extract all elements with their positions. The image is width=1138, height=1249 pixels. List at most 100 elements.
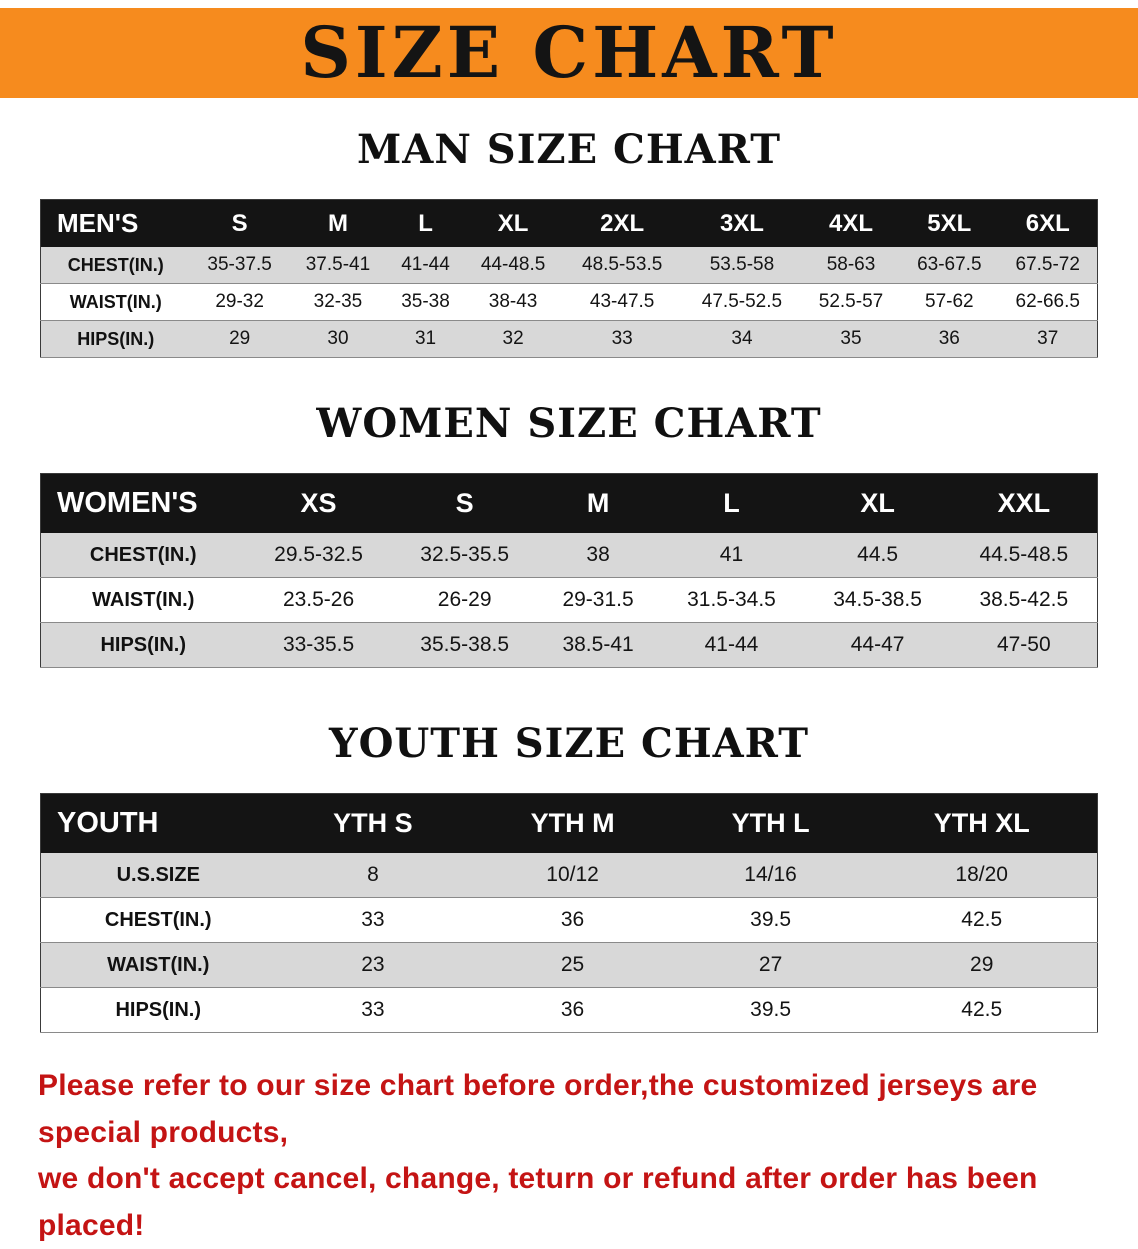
size-header-cell: XS bbox=[245, 473, 392, 533]
value-cell: 57-62 bbox=[925, 291, 974, 312]
size-header-cell: XXL bbox=[950, 473, 1098, 533]
size-header-cell: S bbox=[391, 473, 538, 533]
value-cell: 47-50 bbox=[996, 633, 1051, 656]
size-header-cell: 4XL bbox=[801, 199, 901, 247]
women-size-table: WOMEN'S XS S M L XL XXL CHEST(IN.) 29.5-32.5 32.5… bbox=[40, 473, 1098, 668]
men-size-section: MAN SIZE CHART MEN'S S M L XL 2XL 3XL 4XL 5XL 6XL… bbox=[0, 126, 1138, 358]
table-title-cell: MEN'S bbox=[40, 199, 191, 247]
value-cell: 35-38 bbox=[401, 291, 450, 312]
value-cell: 34 bbox=[731, 328, 753, 349]
table-row: HIPS(IN.) 33-35.5 35.5-38.5 38.5-41 41-44 44-… bbox=[40, 622, 1098, 668]
value-cell: 58-63 bbox=[826, 254, 876, 275]
row-label-cell: CHEST(IN.) bbox=[89, 543, 197, 566]
table-row: CHEST(IN.) 33 36 39.5 42.5 bbox=[40, 897, 1098, 943]
row-label-cell: HIPS(IN.) bbox=[100, 633, 187, 656]
table-row: HIPS(IN.) 33 36 39.5 42.5 bbox=[40, 987, 1098, 1033]
value-cell: 32.5-35.5 bbox=[420, 543, 510, 566]
value-cell: 35.5-38.5 bbox=[420, 633, 510, 656]
row-label-cell: HIPS(IN.) bbox=[77, 328, 155, 349]
value-cell: 35-37.5 bbox=[207, 254, 272, 275]
value-cell: 38.5-41 bbox=[562, 633, 634, 656]
row-label-cell: CHEST(IN.) bbox=[104, 908, 212, 931]
table-row: WAIST(IN.) 29-32 32-35 35-38 38-43 43-47.5 47.… bbox=[40, 283, 1098, 321]
value-cell: 23 bbox=[361, 953, 385, 976]
value-cell: 41-44 bbox=[704, 633, 759, 656]
value-cell: 10/12 bbox=[546, 863, 599, 886]
table-row: CHEST(IN.) 35-37.5 37.5-41 41-44 44-48.5 48.5… bbox=[40, 247, 1098, 284]
value-cell: 33 bbox=[361, 908, 385, 931]
value-cell: 36 bbox=[938, 328, 960, 349]
value-cell: 37 bbox=[1037, 328, 1059, 349]
value-cell: 30 bbox=[327, 328, 349, 349]
value-cell: 29.5-32.5 bbox=[274, 543, 363, 566]
value-cell: 44.5-48.5 bbox=[979, 543, 1069, 566]
value-cell: 48.5-53.5 bbox=[582, 254, 663, 275]
value-cell: 52.5-57 bbox=[818, 291, 884, 312]
value-cell: 47.5-52.5 bbox=[701, 291, 783, 312]
value-cell: 31 bbox=[414, 328, 437, 349]
value-cell: 29 bbox=[970, 953, 994, 976]
row-label-cell: HIPS(IN.) bbox=[115, 998, 202, 1021]
banner: SIZE CHART bbox=[0, 8, 1138, 98]
women-section-heading: WOMEN SIZE CHART bbox=[316, 400, 822, 447]
value-cell: 38 bbox=[586, 543, 610, 566]
value-cell: 29 bbox=[229, 328, 251, 349]
value-cell: 29-31.5 bbox=[562, 588, 634, 611]
table-row: CHEST(IN.) 29.5-32.5 32.5-35.5 38 41 44.5 44.5… bbox=[40, 533, 1098, 578]
value-cell: 27 bbox=[758, 953, 783, 976]
value-cell: 37.5-41 bbox=[305, 254, 371, 275]
size-header-cell: 3XL bbox=[682, 199, 802, 247]
page-title: SIZE CHART bbox=[300, 11, 838, 94]
men-section-heading: MAN SIZE CHART bbox=[357, 126, 781, 173]
value-cell: 32-35 bbox=[313, 291, 363, 312]
disclaimer: Please refer to our size chart before or… bbox=[38, 1063, 1100, 1249]
value-cell: 31.5-34.5 bbox=[687, 588, 776, 611]
value-cell: 39.5 bbox=[750, 998, 792, 1021]
value-cell: 35 bbox=[840, 328, 862, 349]
table-row: U.S.SIZE 8 10/12 14/16 18/20 bbox=[40, 853, 1098, 898]
table-header-row: WOMEN'S XS S M L XL XXL bbox=[40, 473, 1098, 533]
table-row: WAIST(IN.) 23 25 27 29 bbox=[40, 942, 1098, 988]
size-header-cell: M bbox=[537, 473, 659, 533]
value-cell: 41 bbox=[719, 543, 744, 566]
row-label-cell: WAIST(IN.) bbox=[92, 588, 195, 611]
women-size-section: WOMEN SIZE CHART WOMEN'S XS S M L XL XXL CHEST(… bbox=[0, 400, 1138, 668]
value-cell: 63-67.5 bbox=[917, 254, 982, 275]
value-cell: 36 bbox=[560, 908, 585, 931]
size-header-cell: XL bbox=[463, 199, 563, 247]
value-cell: 18/20 bbox=[955, 863, 1008, 886]
youth-size-table: YOUTH YTH S YTH M YTH L YTH XL U.S.SIZE 8 10/12… bbox=[40, 793, 1098, 1033]
value-cell: 38-43 bbox=[488, 291, 538, 312]
value-cell: 41-44 bbox=[401, 254, 450, 275]
size-header-cell: YTH XL bbox=[866, 793, 1098, 853]
size-header-cell: XL bbox=[804, 473, 951, 533]
value-cell: 44.5 bbox=[857, 543, 899, 566]
value-cell: 42.5 bbox=[961, 908, 1003, 931]
value-cell: 25 bbox=[560, 953, 585, 976]
value-cell: 33-35.5 bbox=[282, 633, 355, 656]
value-cell: 67.5-72 bbox=[1015, 254, 1080, 275]
value-cell: 33 bbox=[361, 998, 385, 1021]
value-cell: 33 bbox=[611, 328, 633, 349]
row-label-cell: U.S.SIZE bbox=[116, 863, 200, 886]
table-title-cell: YOUTH bbox=[40, 793, 276, 853]
size-header-cell: L bbox=[387, 199, 464, 247]
value-cell: 14/16 bbox=[744, 863, 797, 886]
size-header-cell: L bbox=[658, 473, 805, 533]
value-cell: 44-47 bbox=[850, 633, 905, 656]
value-cell: 23.5-26 bbox=[282, 588, 355, 611]
value-cell: 8 bbox=[367, 863, 379, 886]
table-row: HIPS(IN.) 29 30 31 32 33 34 35 36 37 bbox=[40, 320, 1098, 358]
value-cell: 34.5-38.5 bbox=[833, 588, 922, 611]
disclaimer-line-2: we don't accept cancel, change, teturn o… bbox=[38, 1162, 1038, 1242]
size-header-cell: S bbox=[190, 199, 289, 247]
size-header-cell: M bbox=[288, 199, 388, 247]
youth-size-section: YOUTH SIZE CHART YOUTH YTH S YTH M YTH L YTH… bbox=[0, 720, 1138, 1033]
size-header-cell: 6XL bbox=[998, 199, 1098, 247]
row-label-cell: WAIST(IN.) bbox=[69, 291, 162, 312]
table-title-cell: WOMEN'S bbox=[40, 473, 246, 533]
size-header-cell: YTH S bbox=[275, 793, 471, 853]
value-cell: 43-47.5 bbox=[589, 291, 655, 312]
value-cell: 39.5 bbox=[750, 908, 792, 931]
table-row: WAIST(IN.) 23.5-26 26-29 29-31.5 31.5-34.5 34… bbox=[40, 577, 1098, 623]
